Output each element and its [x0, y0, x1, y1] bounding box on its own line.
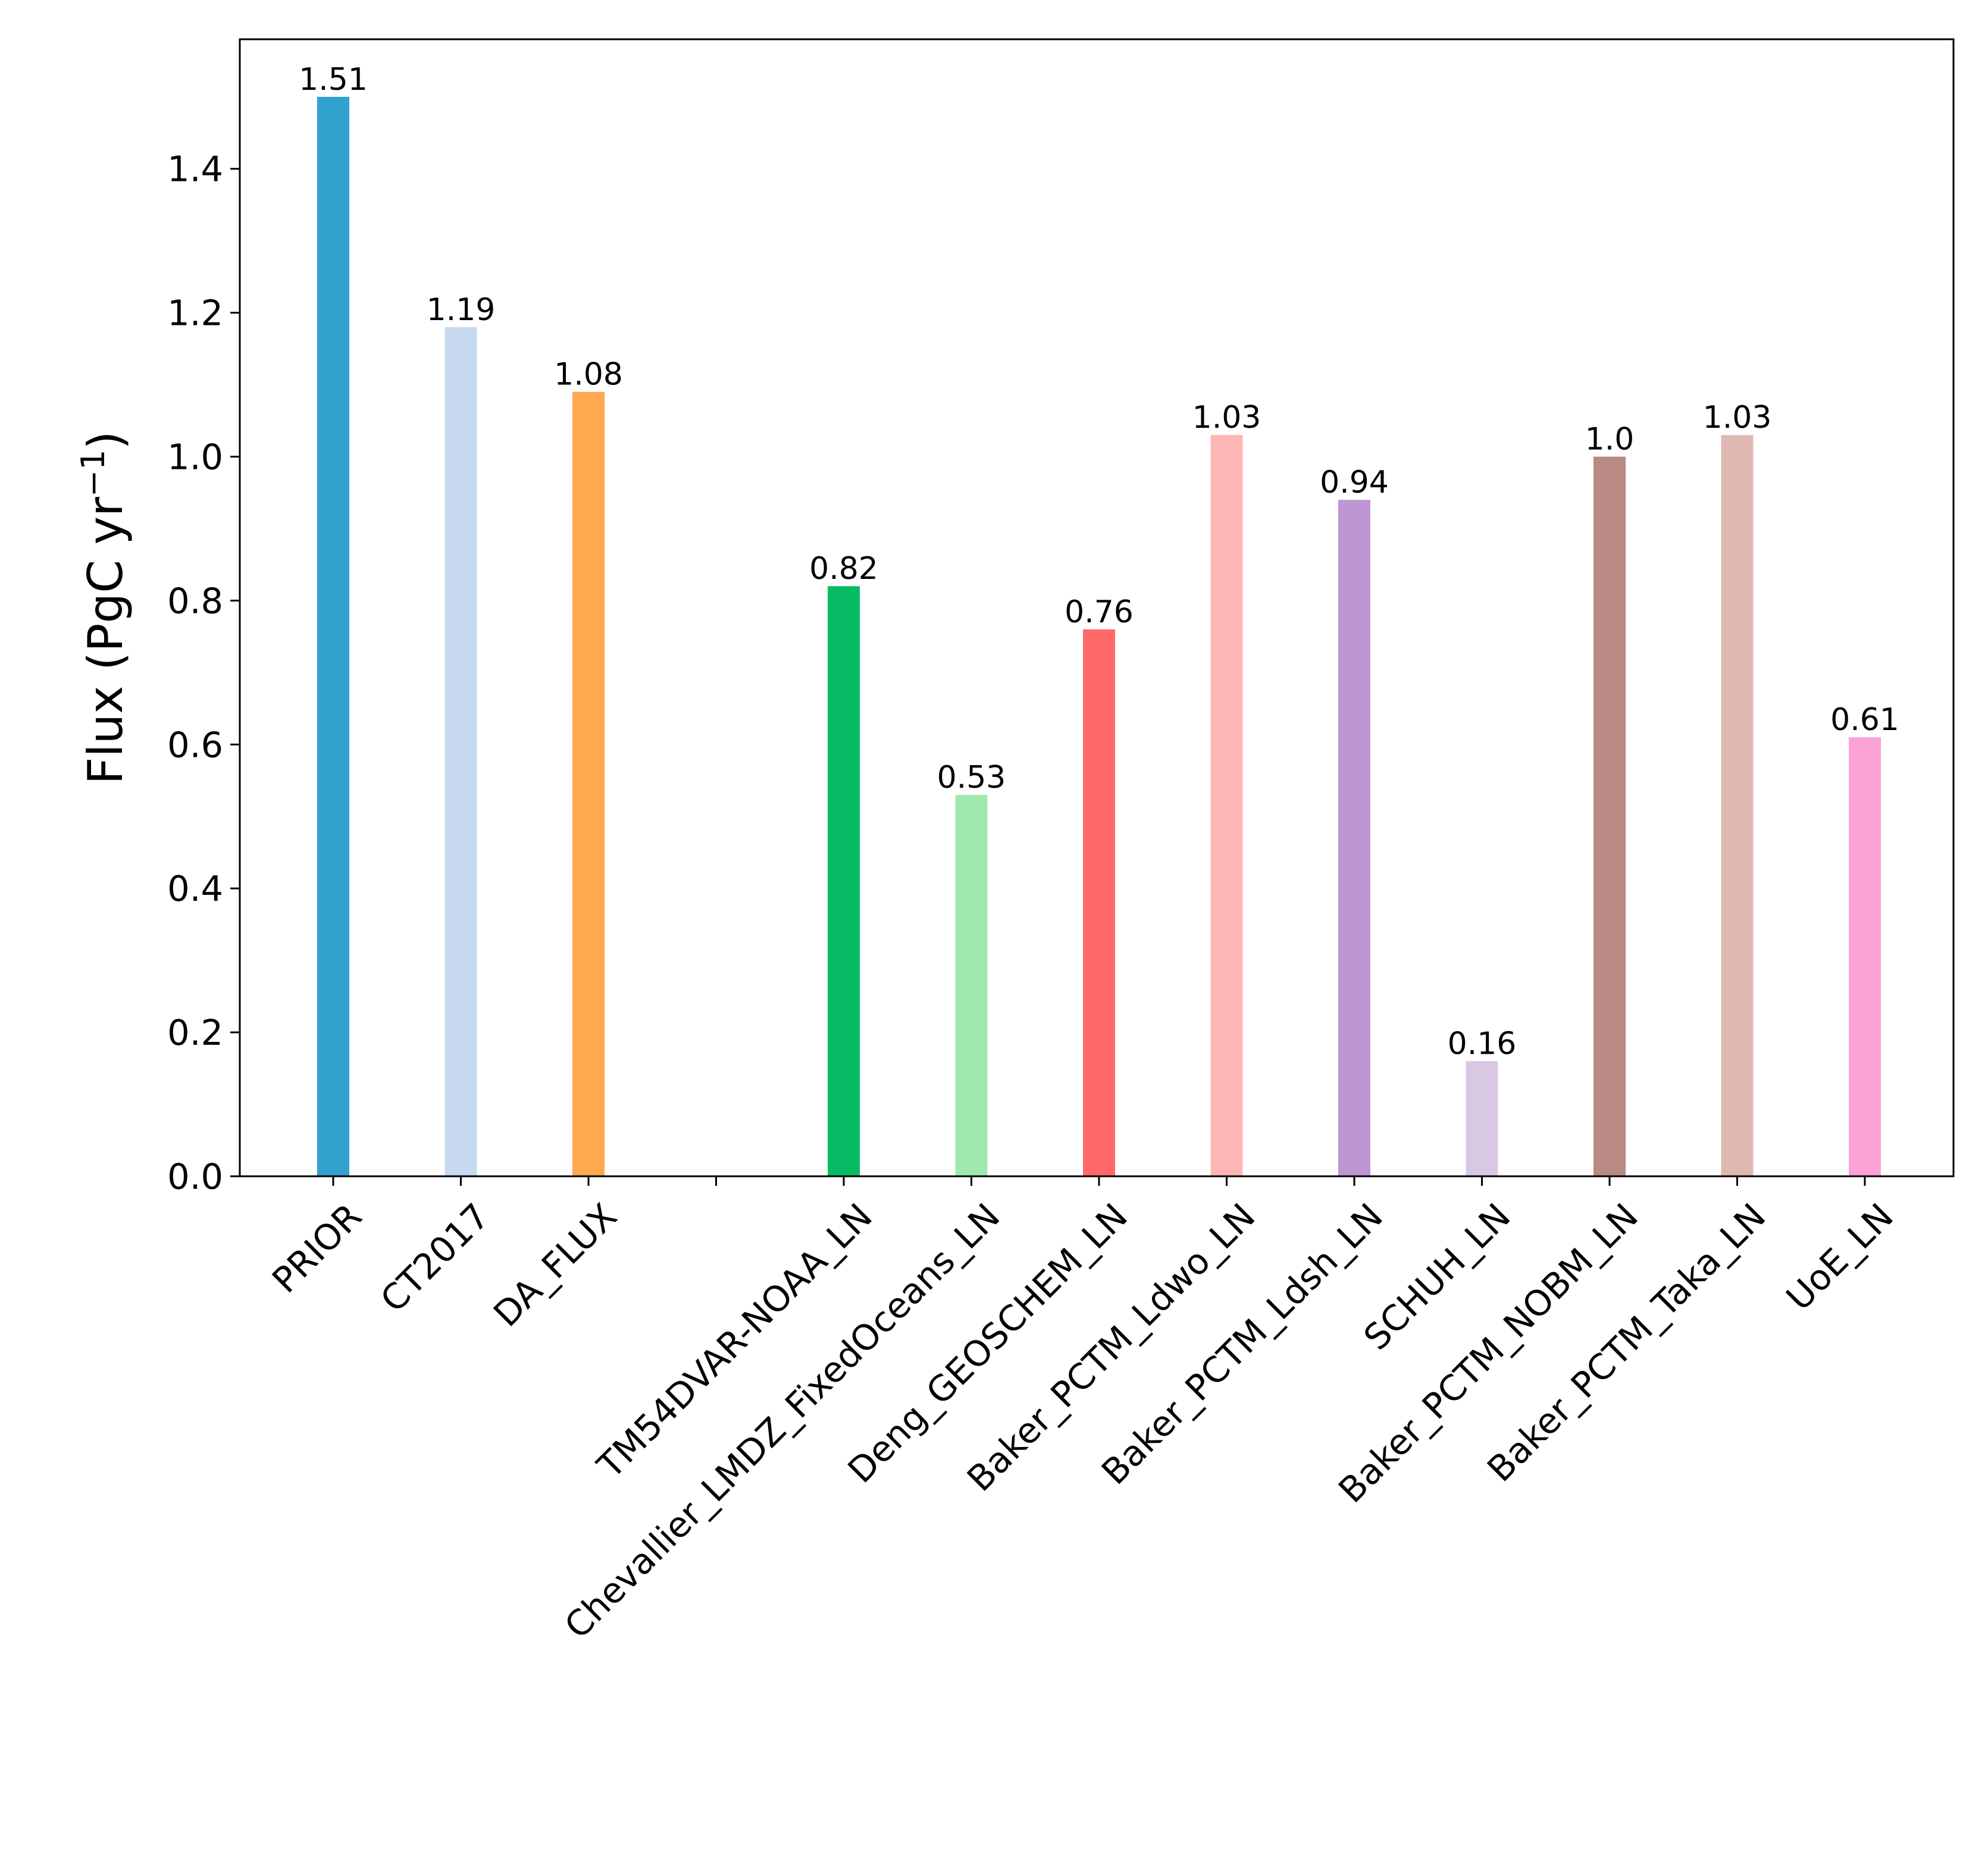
- x-tick-label: DA_FLUX: [486, 1195, 625, 1335]
- x-tick-label: CT2017: [372, 1195, 497, 1320]
- bar-value-label: 0.16: [1448, 1026, 1517, 1061]
- bar: [1849, 737, 1881, 1176]
- bar: [1210, 435, 1243, 1177]
- bar-value-label: 0.61: [1830, 702, 1899, 738]
- bar: [1083, 629, 1115, 1176]
- bar-value-label: 1.03: [1703, 400, 1772, 436]
- x-axis-ticks: PRIOR CT2017DA_FLUXTM54DVAR-NOAA_LNCheval…: [264, 1176, 1901, 1646]
- y-axis-label-superscript: −1: [74, 450, 112, 497]
- bar-value-label: 1.0: [1585, 422, 1635, 458]
- y-tick-label: 0.0: [167, 1156, 223, 1197]
- y-axis-label-prefix: Flux (PgC yr: [78, 497, 133, 785]
- x-tick-label: Chevallier_LMDZ_FixedOceans_LN: [556, 1195, 1007, 1646]
- bar-value-label: 0.53: [937, 760, 1006, 795]
- y-axis-label: Flux (PgC yr−1): [74, 431, 133, 784]
- bar: [317, 96, 349, 1176]
- bar: [572, 391, 605, 1177]
- bar-value-label: 1.08: [554, 357, 623, 393]
- y-tick-label: 0.8: [167, 580, 223, 621]
- y-tick-label: 1.0: [167, 437, 223, 478]
- bar: [955, 794, 988, 1176]
- bar: [1721, 435, 1754, 1177]
- x-tick-label: PRIOR: [264, 1195, 370, 1301]
- bar-value-label: 1.03: [1192, 400, 1261, 436]
- bars-group: [317, 96, 1881, 1177]
- bar-value-label: 1.51: [299, 62, 368, 98]
- bar: [1466, 1061, 1498, 1176]
- bar: [1338, 500, 1370, 1176]
- y-axis-ticks: 0.0 0.2 0.4 0.6 0.8 1.0 1.2 1.4: [167, 149, 240, 1197]
- value-labels-group: 1.51 1.19 1.08 0.82 0.53 0.76 1.03 0.94 0.16 1.0 1…: [299, 62, 1899, 1062]
- y-tick-label: 1.2: [167, 293, 223, 334]
- bar: [828, 586, 860, 1176]
- bar: [444, 327, 477, 1176]
- y-axis-label-suffix: ): [78, 431, 133, 449]
- bar-value-label: 1.19: [427, 292, 496, 328]
- x-tick-label: UoE_LN: [1778, 1195, 1901, 1318]
- plot-frame: [239, 38, 1955, 1177]
- bar-value-label: 0.82: [809, 551, 878, 587]
- y-tick-label: 0.4: [167, 868, 223, 909]
- y-tick-label: 1.4: [167, 149, 223, 190]
- bar: [1593, 456, 1626, 1176]
- bar-value-label: 0.94: [1320, 465, 1389, 500]
- y-tick-label: 0.2: [167, 1012, 223, 1053]
- bar-value-label: 0.76: [1065, 594, 1134, 630]
- y-tick-label: 0.6: [167, 724, 223, 765]
